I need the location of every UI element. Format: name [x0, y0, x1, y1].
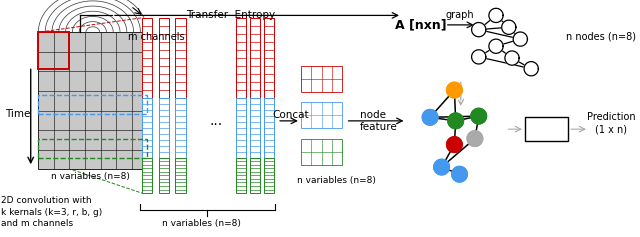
Polygon shape [448, 113, 463, 129]
Polygon shape [447, 82, 462, 98]
Text: m channels: m channels [129, 32, 185, 42]
Text: GNNs: GNNs [533, 124, 563, 134]
Polygon shape [472, 23, 486, 37]
Bar [142, 18, 152, 98]
Bar [159, 158, 169, 193]
Text: Time: Time [5, 109, 31, 119]
Text: node: node [360, 110, 386, 120]
Polygon shape [447, 137, 462, 152]
Bar [175, 158, 186, 193]
Polygon shape [489, 8, 503, 23]
Polygon shape [471, 108, 486, 124]
Bar [142, 158, 152, 193]
Bar [236, 158, 246, 193]
Bar [301, 66, 342, 92]
Text: k kernals (k=3, r, b, g): k kernals (k=3, r, b, g) [1, 208, 102, 217]
Polygon shape [505, 51, 519, 65]
Bar [525, 117, 568, 141]
Text: feature: feature [360, 122, 397, 132]
Bar [159, 98, 169, 158]
Bar [38, 32, 69, 69]
Bar [264, 158, 274, 193]
Text: (1 x n): (1 x n) [595, 124, 627, 134]
Text: ...: ... [210, 114, 223, 128]
Polygon shape [434, 159, 449, 175]
Text: graph: graph [445, 10, 474, 20]
Text: n nodes (n=8): n nodes (n=8) [566, 32, 636, 42]
Bar [142, 98, 152, 158]
Bar [38, 139, 147, 159]
Text: Transfer  Entropy: Transfer Entropy [186, 10, 275, 20]
Polygon shape [513, 32, 527, 46]
Text: Prediction: Prediction [587, 112, 636, 122]
Text: and m channels: and m channels [1, 219, 74, 228]
Bar [38, 32, 147, 169]
Polygon shape [502, 20, 516, 34]
Bar [38, 95, 147, 114]
Text: n variables (n=8): n variables (n=8) [162, 219, 241, 228]
Bar [264, 98, 274, 158]
Polygon shape [472, 50, 486, 64]
Bar [301, 139, 342, 165]
Polygon shape [489, 39, 503, 53]
Text: 2D convolution with: 2D convolution with [1, 196, 92, 205]
Bar [236, 18, 246, 98]
Bar [175, 18, 186, 98]
Bar [301, 102, 342, 128]
Bar [175, 98, 186, 158]
Bar [250, 98, 260, 158]
Polygon shape [467, 131, 483, 146]
Text: n variables (n=8): n variables (n=8) [51, 172, 131, 181]
Text: Concat: Concat [272, 110, 309, 120]
Bar [250, 158, 260, 193]
Polygon shape [524, 62, 538, 76]
Polygon shape [452, 166, 467, 182]
Text: n variables (n=8): n variables (n=8) [296, 176, 376, 185]
Bar [264, 18, 274, 98]
Polygon shape [422, 109, 438, 125]
Bar [250, 18, 260, 98]
Bar [159, 18, 169, 98]
Text: A [nxn]: A [nxn] [396, 18, 447, 31]
Bar [236, 98, 246, 158]
